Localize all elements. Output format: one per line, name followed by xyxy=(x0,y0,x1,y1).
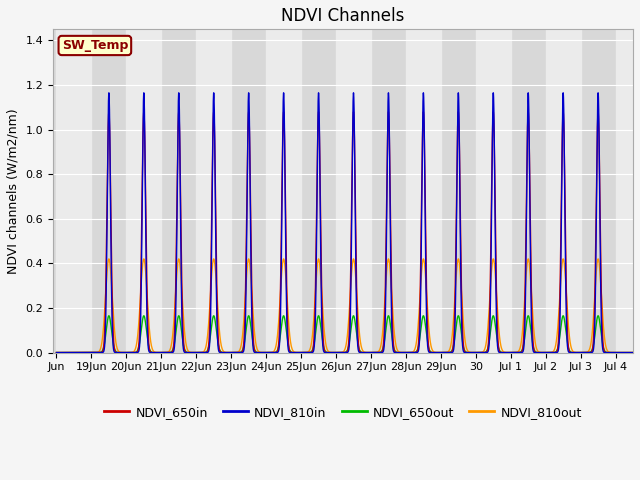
Bar xyxy=(616,29,633,352)
Text: SW_Temp: SW_Temp xyxy=(61,39,128,52)
Title: NDVI Channels: NDVI Channels xyxy=(282,7,404,25)
Legend: NDVI_650in, NDVI_810in, NDVI_650out, NDVI_810out: NDVI_650in, NDVI_810in, NDVI_650out, NDV… xyxy=(99,401,587,424)
Bar xyxy=(266,29,301,352)
Bar xyxy=(406,29,441,352)
Bar xyxy=(336,29,371,352)
Bar xyxy=(546,29,580,352)
Bar xyxy=(476,29,511,352)
Bar xyxy=(56,29,92,352)
Y-axis label: NDVI channels (W/m2/nm): NDVI channels (W/m2/nm) xyxy=(7,108,20,274)
Bar xyxy=(196,29,231,352)
Bar xyxy=(126,29,161,352)
